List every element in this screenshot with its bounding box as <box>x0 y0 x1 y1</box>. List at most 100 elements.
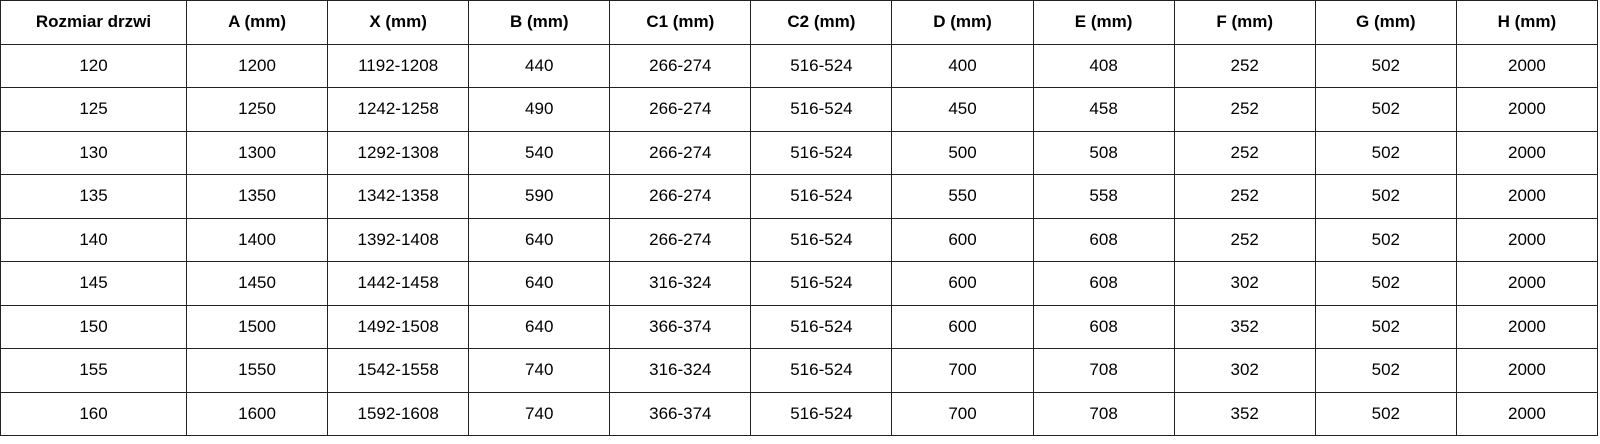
table-cell: 2000 <box>1455 174 1599 219</box>
table-cell: 1250 <box>185 87 329 132</box>
table-cell: 125 <box>0 87 187 132</box>
column-header: X (mm) <box>327 0 470 45</box>
table-cell: 516-524 <box>750 261 893 306</box>
table-cell: 1242-1258 <box>327 87 470 132</box>
table-cell: 708 <box>1032 391 1175 436</box>
table-cell: 252 <box>1173 87 1316 132</box>
table-cell: 160 <box>0 391 187 436</box>
table-cell: 740 <box>468 391 611 436</box>
column-header: C2 (mm) <box>750 0 893 45</box>
table-cell: 700 <box>891 391 1034 436</box>
table-cell: 1500 <box>185 304 329 349</box>
table-cell: 1550 <box>185 348 329 393</box>
table-cell: 1300 <box>185 130 329 175</box>
table-cell: 640 <box>468 261 611 306</box>
table-cell: 2000 <box>1455 130 1599 175</box>
table-cell: 316-324 <box>609 348 752 393</box>
table-cell: 590 <box>468 174 611 219</box>
table-cell: 266-274 <box>609 217 752 262</box>
table-cell: 600 <box>891 261 1034 306</box>
table-cell: 2000 <box>1455 87 1599 132</box>
table-cell: 352 <box>1173 304 1316 349</box>
table-cell: 140 <box>0 217 187 262</box>
table-cell: 266-274 <box>609 43 752 88</box>
table-cell: 1192-1208 <box>327 43 470 88</box>
table-cell: 608 <box>1032 304 1175 349</box>
table-cell: 600 <box>891 304 1034 349</box>
table-cell: 502 <box>1314 87 1457 132</box>
table-row: 150 1500 1492-1508 640 366-374 516-524 600 608 3… <box>0 304 1599 349</box>
table-cell: 558 <box>1032 174 1175 219</box>
table-cell: 1450 <box>185 261 329 306</box>
table-cell: 550 <box>891 174 1034 219</box>
table-cell: 516-524 <box>750 391 893 436</box>
table-cell: 516-524 <box>750 304 893 349</box>
table-cell: 2000 <box>1455 43 1599 88</box>
table-cell: 450 <box>891 87 1034 132</box>
table-cell: 130 <box>0 130 187 175</box>
table-cell: 516-524 <box>750 43 893 88</box>
column-header: Rozmiar drzwi <box>0 0 187 45</box>
table-cell: 252 <box>1173 130 1316 175</box>
table-cell: 440 <box>468 43 611 88</box>
table-cell: 502 <box>1314 130 1457 175</box>
table-cell: 2000 <box>1455 304 1599 349</box>
column-header: H (mm) <box>1455 0 1599 45</box>
table-cell: 366-374 <box>609 304 752 349</box>
table-cell: 1400 <box>185 217 329 262</box>
table-cell: 608 <box>1032 217 1175 262</box>
table-cell: 1350 <box>185 174 329 219</box>
table-cell: 502 <box>1314 174 1457 219</box>
table-cell: 516-524 <box>750 348 893 393</box>
table-row: 120 1200 1192-1208 440 266-274 516-524 400 408 2… <box>0 43 1599 88</box>
table-cell: 640 <box>468 304 611 349</box>
table-row: 125 1250 1242-1258 490 266-274 516-524 450 458 2… <box>0 87 1599 132</box>
table-cell: 252 <box>1173 217 1316 262</box>
table-cell: 516-524 <box>750 130 893 175</box>
table-cell: 120 <box>0 43 187 88</box>
column-header: E (mm) <box>1032 0 1175 45</box>
table-cell: 1292-1308 <box>327 130 470 175</box>
column-header: D (mm) <box>891 0 1034 45</box>
table-row: 145 1450 1442-1458 640 316-324 516-524 600 608 3… <box>0 261 1599 306</box>
table-cell: 502 <box>1314 304 1457 349</box>
table-cell: 458 <box>1032 87 1175 132</box>
table-cell: 2000 <box>1455 391 1599 436</box>
table-cell: 316-324 <box>609 261 752 306</box>
table-cell: 600 <box>891 217 1034 262</box>
table-cell: 352 <box>1173 391 1316 436</box>
table-cell: 302 <box>1173 261 1316 306</box>
table-cell: 252 <box>1173 174 1316 219</box>
table-row: 140 1400 1392-1408 640 266-274 516-524 600 608 2… <box>0 217 1599 262</box>
table-cell: 2000 <box>1455 348 1599 393</box>
column-header: F (mm) <box>1173 0 1316 45</box>
table-cell: 302 <box>1173 348 1316 393</box>
table-cell: 708 <box>1032 348 1175 393</box>
column-header: G (mm) <box>1314 0 1457 45</box>
table-cell: 1592-1608 <box>327 391 470 436</box>
table-cell: 145 <box>0 261 187 306</box>
table-cell: 408 <box>1032 43 1175 88</box>
table-cell: 1600 <box>185 391 329 436</box>
table-cell: 490 <box>468 87 611 132</box>
table-cell: 502 <box>1314 217 1457 262</box>
table-cell: 740 <box>468 348 611 393</box>
column-header: B (mm) <box>468 0 611 45</box>
table-cell: 502 <box>1314 261 1457 306</box>
header-row: Rozmiar drzwi A (mm) X (mm) B (mm) C1 (mm) C2… <box>0 0 1599 45</box>
table-cell: 516-524 <box>750 174 893 219</box>
table-cell: 1492-1508 <box>327 304 470 349</box>
table-cell: 640 <box>468 217 611 262</box>
table-cell: 508 <box>1032 130 1175 175</box>
table-cell: 700 <box>891 348 1034 393</box>
table-cell: 2000 <box>1455 261 1599 306</box>
table-cell: 266-274 <box>609 174 752 219</box>
table-cell: 502 <box>1314 391 1457 436</box>
table-cell: 1542-1558 <box>327 348 470 393</box>
table-cell: 266-274 <box>609 130 752 175</box>
table-cell: 1442-1458 <box>327 261 470 306</box>
table-cell: 252 <box>1173 43 1316 88</box>
table-row: 130 1300 1292-1308 540 266-274 516-524 500 508 2… <box>0 130 1599 175</box>
column-header: A (mm) <box>185 0 329 45</box>
